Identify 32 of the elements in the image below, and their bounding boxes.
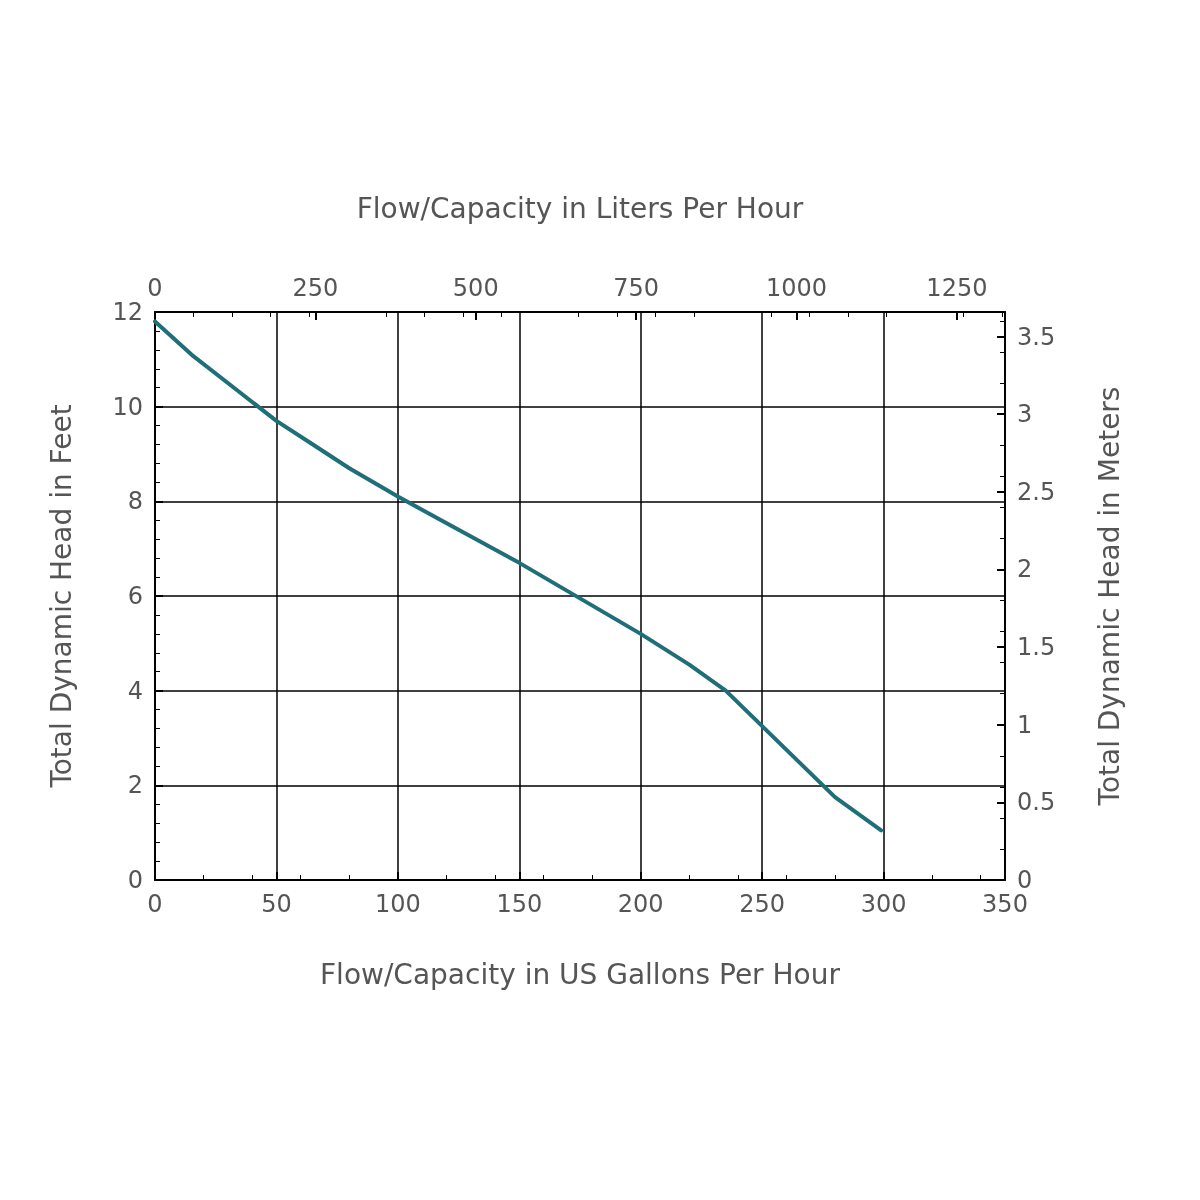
x-tick-label: 250 bbox=[739, 890, 786, 918]
y-tick-label: 12 bbox=[112, 298, 143, 326]
x-tick-label: 200 bbox=[617, 890, 664, 918]
y2-tick-label: 3 bbox=[1017, 400, 1033, 429]
x2-tick-label: 1000 bbox=[765, 274, 828, 302]
y2-axis-title: Total Dynamic Head in Meters bbox=[1092, 386, 1126, 807]
x-tick-label: 300 bbox=[860, 890, 907, 918]
y2-tick-label: 2 bbox=[1017, 555, 1033, 584]
y2-tick-label: 3.5 bbox=[1017, 322, 1056, 351]
y2-tick-label: 0.5 bbox=[1017, 788, 1056, 817]
x2-axis-title: Flow/Capacity in Liters Per Hour bbox=[356, 191, 804, 225]
y2-tick-label: 2.5 bbox=[1017, 477, 1056, 506]
x-axis-title: Flow/Capacity in US Gallons Per Hour bbox=[320, 957, 841, 991]
x-tick-label: 0 bbox=[147, 890, 163, 918]
y-tick-label: 0 bbox=[127, 866, 143, 894]
x2-tick-label: 1250 bbox=[926, 274, 988, 302]
y-axis-title: Total Dynamic Head in Feet bbox=[44, 404, 78, 789]
y-tick-label: 2 bbox=[127, 771, 143, 800]
y-tick-label: 10 bbox=[112, 392, 143, 421]
x-tick-label: 50 bbox=[261, 890, 292, 918]
y2-tick-label: 1.5 bbox=[1017, 633, 1056, 662]
x2-tick-label: 750 bbox=[613, 274, 660, 302]
line-series bbox=[153, 319, 884, 833]
x2-tick-label: 0 bbox=[147, 274, 163, 302]
y-tick-label: 4 bbox=[127, 676, 143, 705]
x-tick-label: 150 bbox=[496, 890, 543, 918]
y-tick-label: 6 bbox=[127, 582, 143, 610]
y2-tick-label: 1 bbox=[1017, 710, 1033, 739]
x2-tick-label: 500 bbox=[452, 274, 499, 302]
y-tick-label: 8 bbox=[127, 487, 143, 516]
x2-tick-label: 250 bbox=[292, 274, 339, 302]
x-tick-label: 100 bbox=[374, 890, 421, 918]
